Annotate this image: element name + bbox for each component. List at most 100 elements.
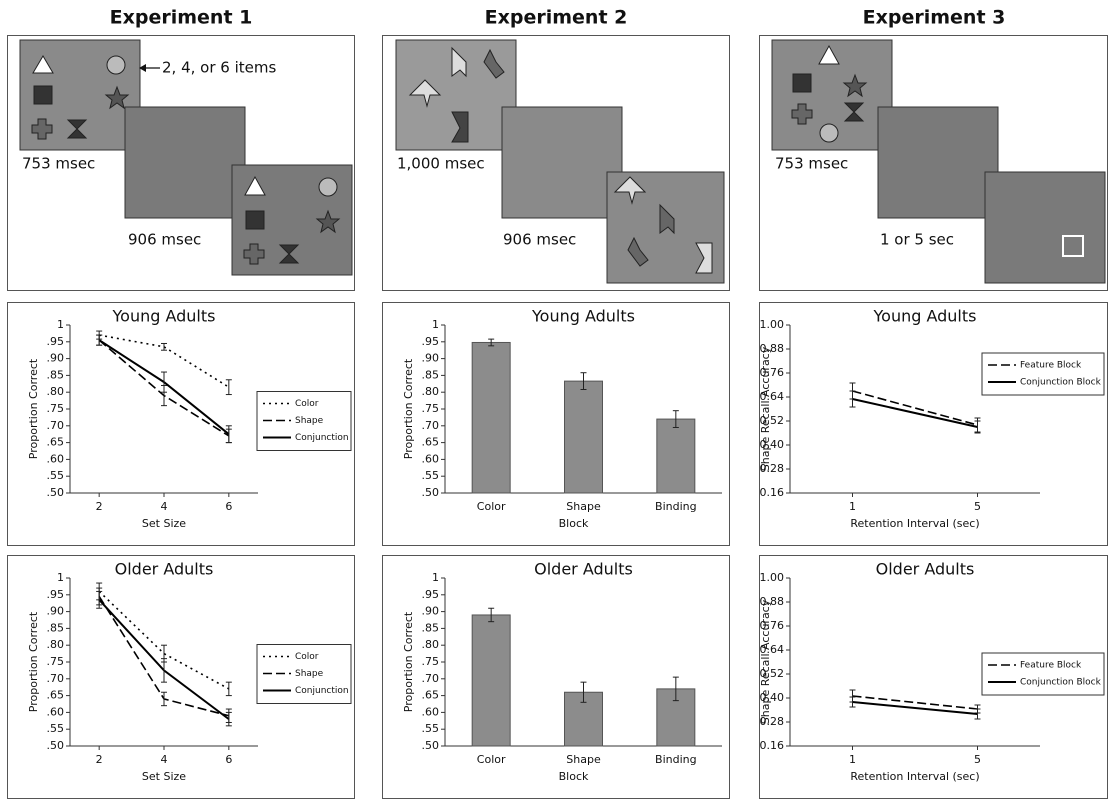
y-tick-label: .65 — [47, 436, 65, 449]
legend-label: Shape — [295, 669, 324, 679]
callout: 2, 4, or 6 items — [162, 59, 276, 77]
bar — [565, 381, 603, 493]
x-tick-label: 6 — [225, 753, 232, 766]
y-tick-label: .50 — [422, 739, 440, 752]
y-tick-label: .90 — [47, 352, 65, 365]
procedure-panel: 2, 4, or 6 items 753 msec 906 msec — [8, 36, 355, 291]
chart-title: Older Adults — [115, 560, 214, 579]
x-axis-label: Retention Interval (sec) — [850, 517, 979, 530]
chart-title: Young Adults — [531, 307, 635, 326]
y-tick-label: .80 — [47, 638, 65, 651]
y-tick-label: .70 — [422, 419, 440, 432]
y-tick-label: .80 — [422, 638, 440, 651]
x-tick-label: 5 — [974, 500, 981, 513]
y-tick-label: .75 — [422, 655, 440, 668]
y-tick-label: .70 — [47, 672, 65, 685]
y-tick-label: .75 — [422, 402, 440, 415]
legend-label: Shape — [295, 416, 324, 426]
x-tick-label: Binding — [655, 753, 697, 766]
legend-label: Conjunction — [295, 433, 349, 443]
y-tick-label: .85 — [47, 368, 65, 381]
bar — [657, 419, 695, 493]
experiment-title: Experiment 3 — [863, 7, 1006, 29]
y-tick-label: .95 — [422, 588, 440, 601]
x-axis-label: Block — [559, 517, 589, 530]
y-axis-label: Proportion Correct — [27, 358, 40, 459]
y-tick-label: .60 — [422, 452, 440, 465]
y-tick-label: .75 — [47, 402, 65, 415]
chart-title: Older Adults — [876, 560, 975, 579]
y-tick-label: .65 — [422, 689, 440, 702]
duration-label: 906 msec — [503, 231, 576, 249]
y-tick-label: .55 — [47, 722, 65, 735]
y-tick-label: .90 — [47, 605, 65, 618]
y-tick-label: .80 — [422, 385, 440, 398]
y-axis-label: Shape Recall Accuracy — [759, 599, 772, 724]
duration-label: 906 msec — [128, 231, 201, 249]
y-tick-label: .55 — [47, 469, 65, 482]
legend-label: Conjunction — [295, 686, 349, 696]
y-axis-label: Shape Recall Accuracy — [759, 346, 772, 471]
x-tick-label: Shape — [566, 500, 601, 513]
y-tick-label: .60 — [47, 705, 65, 718]
duration-label: 753 msec — [22, 155, 95, 173]
y-axis-label: Proportion Correct — [402, 611, 415, 712]
x-axis-label: Set Size — [142, 770, 186, 783]
y-tick-label: .50 — [422, 486, 440, 499]
legend-box — [982, 353, 1104, 395]
x-tick-label: Binding — [655, 500, 697, 513]
chart-title: Young Adults — [873, 307, 977, 326]
x-axis-label: Set Size — [142, 517, 186, 530]
duration-label: 1 or 5 sec — [880, 231, 954, 249]
x-axis-label: Retention Interval (sec) — [850, 770, 979, 783]
y-tick-label: .55 — [422, 722, 440, 735]
y-tick-label: .65 — [422, 436, 440, 449]
y-tick-label: .95 — [47, 335, 65, 348]
y-tick-label: 1 — [432, 571, 439, 584]
y-tick-label: .95 — [47, 588, 65, 601]
y-tick-label: 1.00 — [760, 571, 785, 584]
bar — [472, 342, 510, 493]
y-tick-label: 1.00 — [760, 318, 785, 331]
x-tick-label: 6 — [225, 500, 232, 513]
figure: Experiment 1 Experiment 2 Experiment 3 2… — [0, 0, 1109, 801]
y-tick-label: .55 — [422, 469, 440, 482]
y-tick-label: .60 — [422, 705, 440, 718]
y-tick-label: .60 — [47, 452, 65, 465]
y-tick-label: .90 — [422, 605, 440, 618]
bar — [472, 615, 510, 746]
x-tick-label: Color — [477, 753, 506, 766]
duration-label: 753 msec — [775, 155, 848, 173]
x-tick-label: Color — [477, 500, 506, 513]
legend-label: Feature Block — [1020, 661, 1082, 671]
experiment-title: Experiment 1 — [110, 7, 253, 29]
legend-label: Color — [295, 399, 319, 409]
x-tick-label: 1 — [849, 753, 856, 766]
y-axis-label: Proportion Correct — [402, 358, 415, 459]
x-tick-label: 5 — [974, 753, 981, 766]
x-tick-label: Shape — [566, 753, 601, 766]
y-tick-label: .95 — [422, 335, 440, 348]
chart-title: Older Adults — [534, 560, 633, 579]
y-tick-label: .90 — [422, 352, 440, 365]
x-tick-label: 2 — [96, 500, 103, 513]
y-tick-label: .85 — [47, 621, 65, 634]
y-tick-label: .50 — [47, 486, 65, 499]
y-tick-label: .50 — [47, 739, 65, 752]
y-tick-label: .70 — [47, 419, 65, 432]
y-tick-label: .80 — [47, 385, 65, 398]
x-tick-label: 4 — [161, 500, 168, 513]
y-tick-label: .85 — [422, 621, 440, 634]
legend-label: Conjunction Block — [1020, 378, 1102, 388]
procedure-panel: 753 msec 1 or 5 sec — [760, 36, 1108, 291]
chart-title: Young Adults — [112, 307, 216, 326]
chart-panel — [760, 303, 1108, 546]
duration-label: 1,000 msec — [397, 155, 485, 173]
y-tick-label: .65 — [47, 689, 65, 702]
y-tick-label: 1 — [57, 571, 64, 584]
x-axis-label: Block — [559, 770, 589, 783]
legend-box — [982, 653, 1104, 695]
y-axis-label: Proportion Correct — [27, 611, 40, 712]
y-tick-label: .75 — [47, 655, 65, 668]
experiment-title: Experiment 2 — [485, 7, 628, 29]
